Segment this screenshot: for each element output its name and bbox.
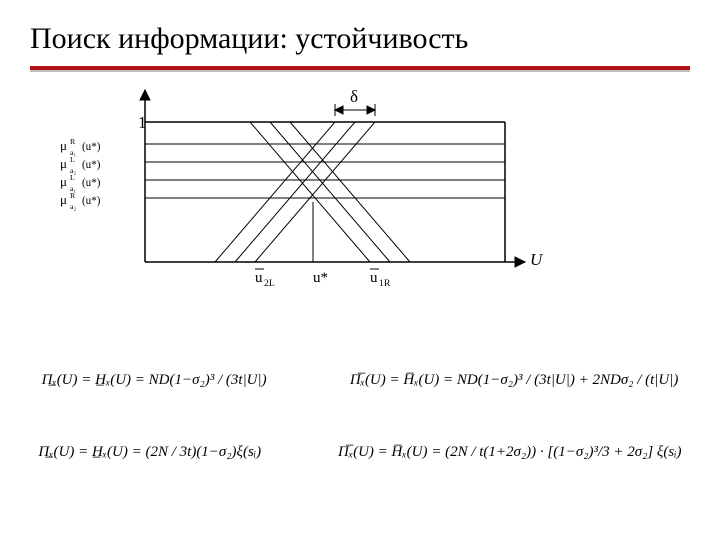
- svg-text:μ: μ: [60, 174, 67, 189]
- slide: Поиск информации: устойчивость 1δUu2Lu*u…: [0, 0, 720, 540]
- svg-text:1R: 1R: [379, 278, 391, 287]
- formula-1b: Π̅ₓ(U) = H̅ₓ(U) = ND(1−σ₂)³ / (3t|U|) + …: [350, 372, 679, 389]
- svg-text:δ: δ: [350, 87, 358, 106]
- formula-row-1: Π̲ₓ(U) = H̲ₓ(U) = ND(1−σ₂)³ / (3t|U|) Π̅…: [0, 372, 720, 389]
- svg-text:μ: μ: [60, 138, 67, 153]
- svg-text:1: 1: [138, 113, 147, 132]
- svg-text:R: R: [70, 191, 76, 200]
- svg-text:μ: μ: [60, 156, 67, 171]
- svg-text:(u*): (u*): [82, 159, 101, 171]
- formula-2b: Π̅ₓ(U) = H̅ₓ(U) = (2N / t(1+2σ₂)) · [(1−…: [338, 444, 682, 461]
- svg-text:L: L: [70, 173, 75, 182]
- svg-text:(u*): (u*): [82, 195, 101, 207]
- svg-text:L: L: [70, 155, 75, 164]
- content-area: 1δUu2Lu*u1RμRa₁(u*)μLa₂(u*)μLa₁(u*)μRa₂(…: [0, 72, 720, 512]
- page-title: Поиск информации: устойчивость: [30, 22, 690, 56]
- formula-1a: Π̲ₓ(U) = H̲ₓ(U) = ND(1−σ₂)³ / (3t|U|): [42, 372, 267, 389]
- svg-text:a₂: a₂: [70, 202, 76, 211]
- svg-text:(u*): (u*): [82, 141, 101, 153]
- svg-text:R: R: [70, 137, 76, 146]
- title-block: Поиск информации: устойчивость: [0, 0, 720, 62]
- formula-2a: Π̲ₓ(U) = H̲ₓ(U) = (2N / 3t)(1−σ₂)ξ(sᵢ): [38, 444, 261, 461]
- svg-text:u*: u*: [313, 270, 328, 286]
- svg-text:u: u: [370, 270, 378, 286]
- svg-text:μ: μ: [60, 192, 67, 207]
- formula-row-2: Π̲ₓ(U) = H̲ₓ(U) = (2N / 3t)(1−σ₂)ξ(sᵢ) Π…: [0, 444, 720, 461]
- svg-text:(u*): (u*): [82, 177, 101, 189]
- svg-text:2L: 2L: [264, 278, 275, 287]
- chart-svg: 1δUu2Lu*u1RμRa₁(u*)μLa₂(u*)μLa₁(u*)μRa₂(…: [60, 82, 580, 287]
- chart: 1δUu2Lu*u1RμRa₁(u*)μLa₂(u*)μLa₁(u*)μRa₂(…: [60, 82, 580, 287]
- svg-text:U: U: [530, 250, 544, 269]
- svg-text:u: u: [255, 270, 263, 286]
